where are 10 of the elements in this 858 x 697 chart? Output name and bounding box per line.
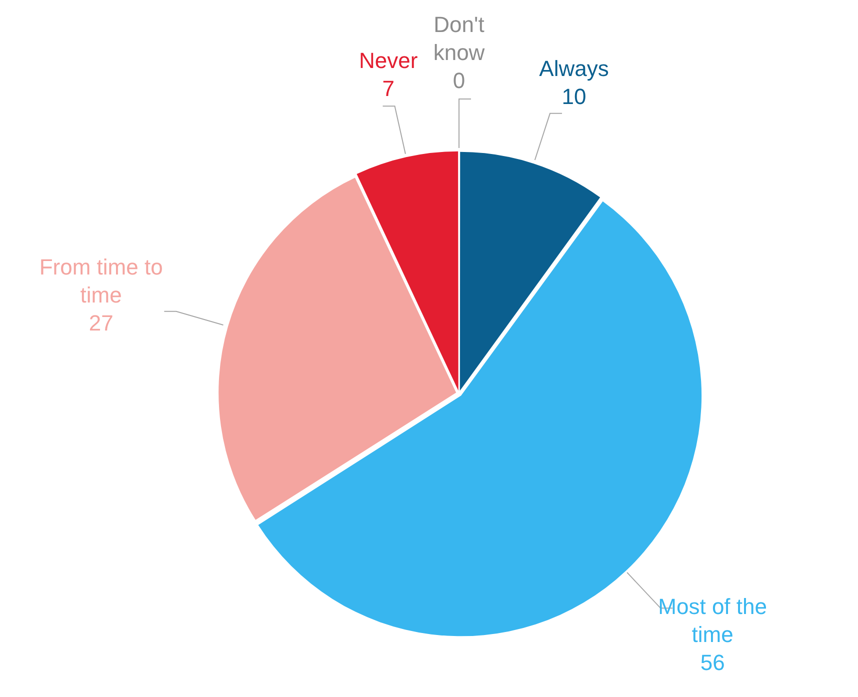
- slice-label: Never: [359, 48, 418, 73]
- data-label: 10: [562, 84, 586, 109]
- data-label: 56: [700, 650, 725, 675]
- text: 0: [452, 68, 466, 94]
- slice-label: Always: [539, 56, 609, 81]
- data-label: 27: [88, 310, 114, 336]
- data-label: 7: [382, 76, 394, 101]
- category-label: Don't know: [433, 12, 485, 66]
- slice-label: Most of the time: [658, 594, 768, 647]
- slice-label: From time to time: [39, 254, 163, 308]
